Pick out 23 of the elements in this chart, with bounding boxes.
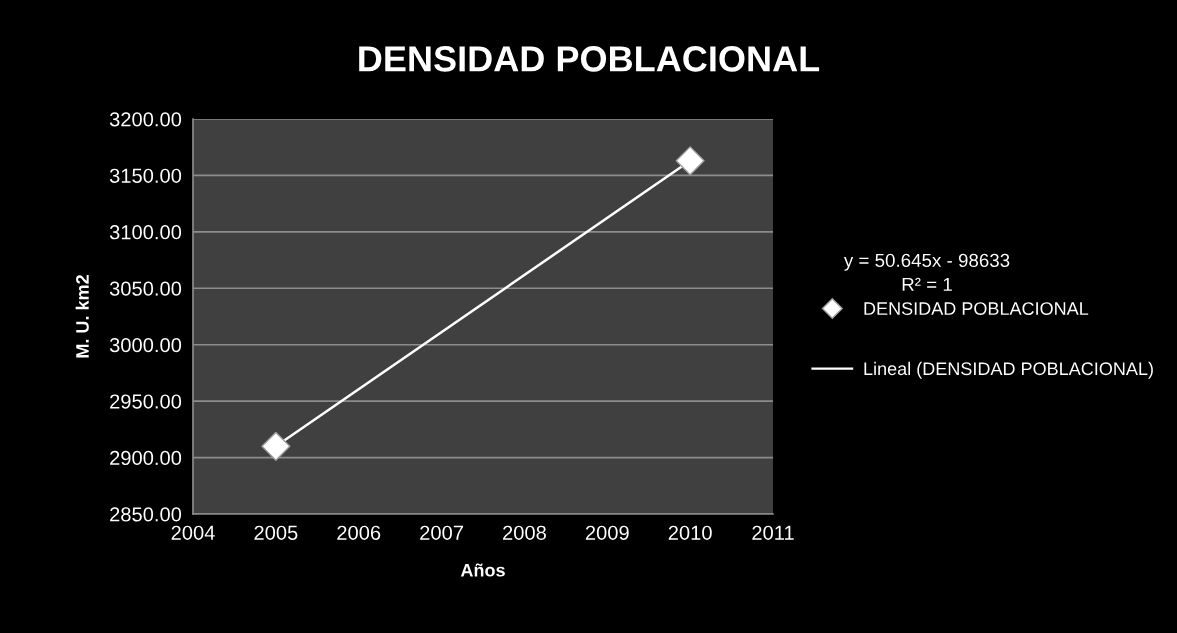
y-tick-label: 3100.00 bbox=[109, 225, 182, 240]
text: R² = 1 bbox=[902, 277, 952, 291]
y-axis-title: M. U. km2 bbox=[75, 275, 89, 358]
legend-label: DENSIDAD POBLACIONAL bbox=[864, 302, 1089, 315]
x-tick-label: 2008 bbox=[503, 525, 546, 540]
x-tick-label: 2004 bbox=[171, 525, 215, 540]
y-tick-label: 2850.00 bbox=[110, 507, 182, 522]
y-tick-label: 2900.00 bbox=[110, 450, 182, 466]
chart-title: DENSIDAD POBLACIONAL bbox=[359, 46, 820, 72]
x-tick-label: 2009 bbox=[585, 525, 629, 540]
text: y = 50.645x - 98633 bbox=[843, 253, 1010, 271]
y-tick-label: 3000.00 bbox=[109, 337, 182, 353]
x-tick-label: 2005 bbox=[254, 525, 298, 540]
y-tick-label: 3050.00 bbox=[109, 281, 182, 296]
y-tick-label: 3150.00 bbox=[109, 168, 182, 183]
x-tick-label: 2010 bbox=[668, 525, 712, 540]
y-tick-label: 3200.00 bbox=[109, 112, 182, 127]
y-tick-label: 2950.00 bbox=[110, 394, 182, 409]
x-tick-label: 2007 bbox=[420, 525, 463, 540]
legend-label: Lineal (DENSIDAD POBLACIONAL) bbox=[864, 361, 1153, 379]
x-axis-title: Años bbox=[460, 563, 505, 577]
x-tick-label: 2006 bbox=[337, 525, 381, 540]
x-tick-label: 2011 bbox=[752, 525, 794, 540]
